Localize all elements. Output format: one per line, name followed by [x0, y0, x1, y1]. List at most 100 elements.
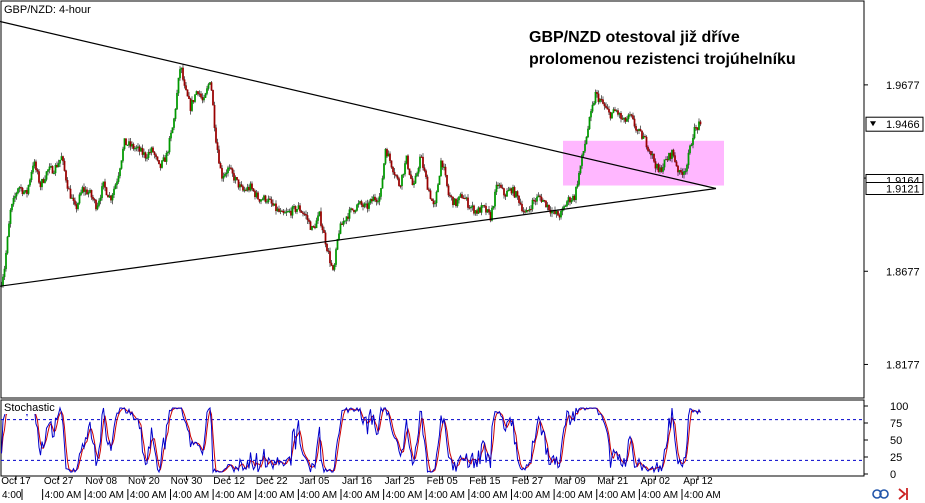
candle-body — [14, 196, 16, 199]
candle-body — [317, 215, 319, 221]
candle-body — [186, 89, 189, 97]
candle-body — [270, 199, 273, 204]
candle-body — [615, 110, 618, 112]
ascending-support-line — [0, 187, 717, 287]
stochastic-tick-label: 0 — [890, 469, 896, 481]
candle-body — [654, 161, 657, 169]
candle-body — [516, 191, 519, 197]
candle-body — [503, 188, 505, 196]
candle-body — [338, 233, 340, 240]
candle-body — [261, 199, 264, 201]
candle-body — [671, 149, 673, 159]
candle-body — [566, 201, 568, 207]
price-marker-label: 1.9466 — [886, 119, 920, 131]
candle-body — [41, 179, 43, 188]
candle-body — [449, 194, 451, 197]
candle-body — [408, 168, 411, 175]
candle-body — [674, 155, 676, 162]
candle-body — [540, 196, 543, 202]
candle-body — [9, 209, 12, 225]
date-label: Feb 27 — [512, 476, 544, 487]
candle-body — [684, 171, 687, 173]
candle-body — [332, 265, 334, 270]
candle-body — [537, 195, 540, 198]
candle-body — [158, 160, 160, 165]
candle-body — [686, 164, 688, 172]
candle-body — [609, 112, 612, 119]
candle-body — [29, 179, 31, 186]
candle-body — [200, 93, 202, 98]
candle-body — [576, 184, 579, 188]
candle-body — [371, 199, 373, 202]
candle-body — [653, 153, 655, 162]
candle-body — [474, 210, 477, 214]
candle-body — [17, 188, 19, 194]
candle-body — [198, 93, 201, 95]
candle-body — [230, 167, 232, 169]
date-label: Dec 22 — [256, 476, 288, 487]
candle-body — [281, 210, 283, 212]
candle-body — [396, 175, 399, 179]
candle-body — [167, 151, 169, 154]
candle-body — [291, 206, 294, 216]
candle-body — [698, 121, 700, 130]
candle-body — [65, 170, 67, 181]
candle-body — [125, 138, 127, 146]
candle-body — [42, 179, 45, 183]
candle-body — [237, 179, 240, 188]
candle-body — [506, 191, 508, 197]
candle-body — [687, 152, 690, 166]
candle-body — [252, 188, 255, 192]
candle-body — [191, 99, 193, 111]
candle-body — [219, 163, 222, 169]
scroll-right-icon[interactable] — [898, 488, 908, 500]
candle-body — [402, 173, 405, 176]
date-label: Oct 17 — [1, 476, 31, 487]
candle-body — [350, 208, 352, 210]
candle-body — [141, 147, 144, 155]
candle-body — [389, 153, 391, 161]
time-label: 4:00 AM — [556, 490, 593, 501]
candle-body — [498, 184, 501, 187]
candle-body — [204, 93, 207, 98]
candle-body — [573, 195, 576, 201]
date-label: Mar 09 — [555, 476, 587, 487]
candle-body — [405, 155, 408, 164]
candle-body — [137, 146, 139, 148]
candle-body — [276, 208, 279, 212]
candle-body — [500, 184, 502, 188]
date-label: Oct 27 — [44, 476, 74, 487]
candle-body — [413, 183, 415, 186]
candle-body — [39, 182, 42, 188]
stochastic-k-line — [1, 406, 701, 474]
candle-body — [93, 199, 96, 201]
candle-body — [144, 152, 147, 159]
price-tick-label: 1.8677 — [886, 266, 920, 278]
candle-body — [288, 210, 291, 212]
candle-body — [300, 210, 303, 213]
candle-body — [528, 208, 531, 211]
candle-body — [522, 210, 525, 212]
candle-body — [386, 149, 388, 157]
candle-body — [477, 207, 480, 214]
candles — [0, 64, 702, 288]
link-icon[interactable] — [872, 489, 889, 499]
candle-body — [485, 205, 487, 213]
candle-body — [140, 147, 142, 152]
annotation-line-1: GBP/NZD otestoval již dříve — [529, 29, 740, 46]
candle-body — [273, 203, 276, 206]
current-price-marker-icon — [870, 121, 876, 127]
candle-body — [555, 211, 558, 214]
candle-body — [45, 171, 48, 180]
candle-body — [240, 184, 243, 187]
candle-body — [660, 167, 663, 172]
candle-body — [525, 210, 528, 213]
candle-body — [104, 181, 106, 188]
candle-body — [222, 176, 225, 179]
candle-body — [126, 144, 129, 146]
candle-body — [155, 154, 157, 157]
candle-body — [509, 188, 511, 191]
candle-body — [83, 187, 85, 192]
candle-body — [363, 203, 366, 207]
date-label: Jan 16 — [342, 476, 372, 487]
